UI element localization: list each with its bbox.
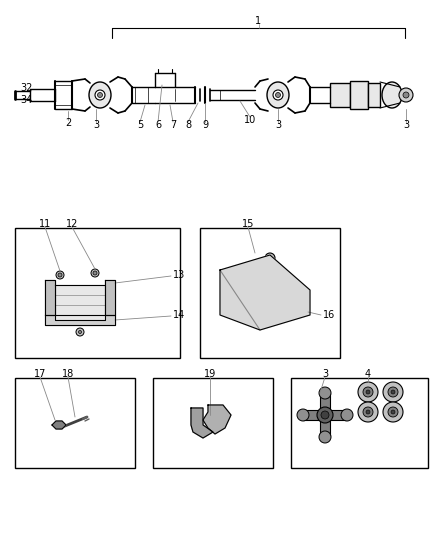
- Bar: [350, 81, 368, 109]
- Text: 15: 15: [242, 219, 254, 229]
- Ellipse shape: [382, 82, 402, 108]
- Circle shape: [399, 88, 413, 102]
- Text: 11: 11: [39, 219, 51, 229]
- Ellipse shape: [89, 82, 111, 108]
- Circle shape: [383, 382, 403, 402]
- Text: 16: 16: [323, 310, 335, 320]
- Ellipse shape: [276, 93, 280, 98]
- Circle shape: [388, 387, 398, 397]
- Text: 1: 1: [255, 16, 261, 26]
- Circle shape: [317, 407, 333, 423]
- Text: 32: 32: [20, 83, 32, 93]
- Bar: [330, 83, 350, 107]
- Text: 2: 2: [65, 118, 71, 128]
- Circle shape: [268, 256, 272, 260]
- Circle shape: [341, 409, 353, 421]
- Bar: [291, 378, 428, 468]
- Text: 18: 18: [62, 369, 74, 379]
- Polygon shape: [45, 315, 115, 325]
- Circle shape: [383, 402, 403, 422]
- Text: 5: 5: [137, 120, 143, 130]
- Text: 6: 6: [155, 120, 161, 130]
- Circle shape: [403, 92, 409, 98]
- Bar: [368, 83, 380, 107]
- Circle shape: [363, 387, 373, 397]
- Circle shape: [91, 269, 99, 277]
- Text: 12: 12: [66, 219, 78, 229]
- Circle shape: [391, 390, 395, 394]
- Circle shape: [388, 407, 398, 417]
- Circle shape: [358, 402, 378, 422]
- Text: 7: 7: [170, 120, 176, 130]
- Ellipse shape: [267, 82, 289, 108]
- Ellipse shape: [273, 90, 283, 100]
- Bar: [15, 228, 180, 358]
- Text: 3: 3: [275, 120, 281, 130]
- Circle shape: [319, 431, 331, 443]
- Circle shape: [321, 411, 329, 419]
- Text: 8: 8: [185, 120, 191, 130]
- Text: 34: 34: [20, 95, 32, 105]
- Circle shape: [366, 390, 370, 394]
- Polygon shape: [52, 421, 66, 429]
- Bar: [200, 228, 340, 358]
- Circle shape: [265, 253, 275, 263]
- Text: 10: 10: [244, 115, 256, 125]
- Circle shape: [295, 307, 305, 317]
- Text: 17: 17: [34, 369, 46, 379]
- Polygon shape: [45, 280, 55, 315]
- Bar: [15, 378, 135, 468]
- Circle shape: [58, 273, 62, 277]
- Bar: [303, 410, 347, 420]
- Circle shape: [56, 271, 64, 279]
- Polygon shape: [55, 285, 105, 320]
- Text: 3: 3: [93, 120, 99, 130]
- Bar: [153, 378, 273, 468]
- Circle shape: [358, 382, 378, 402]
- Text: 9: 9: [202, 120, 208, 130]
- Text: 14: 14: [173, 310, 185, 320]
- Text: 19: 19: [204, 369, 216, 379]
- Ellipse shape: [95, 90, 105, 100]
- Text: 4: 4: [365, 369, 371, 379]
- Polygon shape: [105, 280, 115, 315]
- Circle shape: [76, 328, 84, 336]
- Circle shape: [391, 410, 395, 414]
- Circle shape: [297, 409, 309, 421]
- Text: 3: 3: [322, 369, 328, 379]
- Circle shape: [363, 407, 373, 417]
- Polygon shape: [203, 405, 231, 434]
- Polygon shape: [191, 408, 213, 438]
- Circle shape: [298, 310, 302, 314]
- Circle shape: [93, 271, 97, 275]
- Circle shape: [319, 387, 331, 399]
- Text: 3: 3: [403, 120, 409, 130]
- Circle shape: [366, 410, 370, 414]
- Polygon shape: [220, 255, 310, 330]
- Bar: [320, 393, 330, 437]
- Circle shape: [78, 330, 81, 334]
- Ellipse shape: [98, 93, 102, 98]
- Text: 13: 13: [173, 270, 185, 280]
